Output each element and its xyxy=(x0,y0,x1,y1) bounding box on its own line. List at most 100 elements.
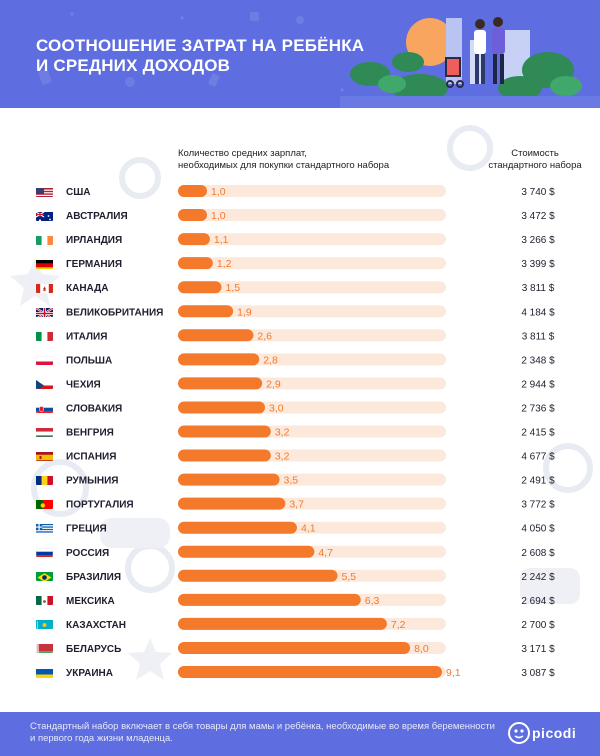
country-label: БРАЗИЛИЯ xyxy=(66,572,121,583)
br-flag-icon xyxy=(36,570,53,582)
bars-header-line-1: Количество средних зарплат, xyxy=(178,148,307,159)
bar-value-label: 2,8 xyxy=(263,354,278,366)
bar xyxy=(178,305,234,318)
cost-value: 4 184 $ xyxy=(521,307,555,318)
country-label: КАЗАХСТАН xyxy=(66,620,126,631)
bar-track xyxy=(178,233,446,246)
country-label: ПОЛЬША xyxy=(66,355,112,366)
bar-value-label: 3,7 xyxy=(289,499,304,511)
bar xyxy=(178,449,271,462)
bar-value-label: 1,5 xyxy=(226,282,241,294)
picodi-logo-icon xyxy=(508,722,530,744)
bar xyxy=(178,521,297,534)
bar xyxy=(178,185,208,197)
bar xyxy=(178,329,254,342)
bar-track xyxy=(178,257,446,270)
mx-flag-icon xyxy=(36,594,53,606)
background-decoration xyxy=(10,125,593,680)
bar xyxy=(178,281,222,294)
pl-flag-icon xyxy=(36,354,53,365)
bar xyxy=(178,545,315,558)
cost-value: 2 736 $ xyxy=(521,403,555,414)
header-banner: СООТНОШЕНИЕ ЗАТРАТ НА РЕБЁНКА И СРЕДНИХ … xyxy=(0,0,600,108)
bar-value-label: 2,9 xyxy=(266,378,281,390)
es-flag-icon xyxy=(36,450,53,462)
country-label: АВСТРАЛИЯ xyxy=(66,211,128,222)
ca-flag-icon xyxy=(36,282,53,293)
cost-value: 3 811 $ xyxy=(522,331,555,342)
cost-value: 2 608 $ xyxy=(521,548,555,559)
ie-flag-icon xyxy=(36,234,53,245)
bar xyxy=(178,666,442,678)
kz-flag-icon xyxy=(36,618,53,630)
bar xyxy=(178,497,286,510)
bar-value-label: 3,5 xyxy=(284,475,299,487)
country-label: УКРАИНА xyxy=(66,668,113,679)
country-label: РОССИЯ xyxy=(66,548,109,559)
cost-value: 4 677 $ xyxy=(521,452,555,463)
cost-value: 2 694 $ xyxy=(521,596,555,607)
cost-value: 3 171 $ xyxy=(521,644,555,655)
country-label: ИСПАНИЯ xyxy=(66,452,116,463)
bar-value-label: 9,1 xyxy=(446,667,461,679)
country-label: ГРЕЦИЯ xyxy=(66,524,107,535)
bar-value-label: 1,9 xyxy=(237,306,252,318)
cost-value: 3 399 $ xyxy=(521,259,555,270)
cost-value: 2 491 $ xyxy=(521,476,555,487)
cost-value: 2 700 $ xyxy=(521,620,555,631)
bar-track xyxy=(178,209,446,222)
footer-note: Стандартный набор включает в себя товары… xyxy=(30,721,495,744)
bar-value-label: 6,3 xyxy=(365,595,380,607)
bar-track xyxy=(178,281,446,294)
bars-column-header: Количество средних зарплат, необходимых … xyxy=(178,148,458,172)
bar-value-label: 4,1 xyxy=(301,523,316,535)
country-label: КАНАДА xyxy=(66,283,109,294)
de-flag-icon xyxy=(36,258,53,269)
bar xyxy=(178,209,208,222)
bar-value-label: 4,7 xyxy=(318,547,333,559)
au-flag-icon xyxy=(36,210,53,221)
bar xyxy=(178,473,280,486)
cost-header-line-1: Стоимость xyxy=(511,148,559,159)
bar xyxy=(178,401,266,414)
cost-value: 4 050 $ xyxy=(521,524,555,535)
bar-track xyxy=(178,305,446,318)
title-line-2: И СРЕДНИХ ДОХОДОВ xyxy=(36,56,231,75)
bar-chart: 1,0 США 3 740 $ 1,0 АВСТРАЛИЯ 3 472 $ 1,1 ИРЛАН… xyxy=(66,185,555,679)
picodi-logo: picodi xyxy=(508,720,596,748)
us-flag-icon xyxy=(36,186,53,197)
title-line-1: СООТНОШЕНИЕ ЗАТРАТ НА РЕБЁНКА xyxy=(36,36,365,55)
footer-banner: Стандартный набор включает в себя товары… xyxy=(0,712,600,756)
bar xyxy=(178,233,210,246)
country-label: ПОРТУГАЛИЯ xyxy=(66,500,134,511)
gb-flag-icon xyxy=(36,306,53,317)
page-title: СООТНОШЕНИЕ ЗАТРАТ НА РЕБЁНКА И СРЕДНИХ … xyxy=(36,36,364,76)
bar-value-label: 2,6 xyxy=(257,330,272,342)
bar xyxy=(178,569,338,582)
cost-value: 2 348 $ xyxy=(521,355,555,366)
bar-track xyxy=(178,185,446,197)
bar-value-label: 8,0 xyxy=(414,643,429,655)
country-label: СЛОВАКИЯ xyxy=(66,403,122,414)
cost-value: 3 740 $ xyxy=(521,187,555,198)
by-flag-icon xyxy=(36,642,53,654)
bar-value-label: 3,2 xyxy=(275,451,290,463)
bar-value-label: 1,2 xyxy=(217,258,232,270)
cost-value: 3 266 $ xyxy=(521,235,555,246)
bar-value-label: 7,2 xyxy=(391,619,406,631)
country-label: США xyxy=(66,187,91,198)
bar-value-label: 3,0 xyxy=(269,402,284,414)
hu-flag-icon xyxy=(36,426,53,437)
bar-value-label: 1,0 xyxy=(211,186,226,198)
cost-value: 3 811 $ xyxy=(522,283,555,294)
country-label: ВЕНГРИЯ xyxy=(66,428,114,439)
cost-value: 3 472 $ xyxy=(521,211,555,222)
bar-value-label: 1,0 xyxy=(211,210,226,222)
picodi-logo-text: picodi xyxy=(532,725,577,741)
bar xyxy=(178,593,361,606)
bar xyxy=(178,257,213,270)
cost-value: 3 772 $ xyxy=(521,500,555,511)
header-illustration xyxy=(38,12,600,108)
cost-value: 2 415 $ xyxy=(521,428,555,439)
bar xyxy=(178,377,263,390)
